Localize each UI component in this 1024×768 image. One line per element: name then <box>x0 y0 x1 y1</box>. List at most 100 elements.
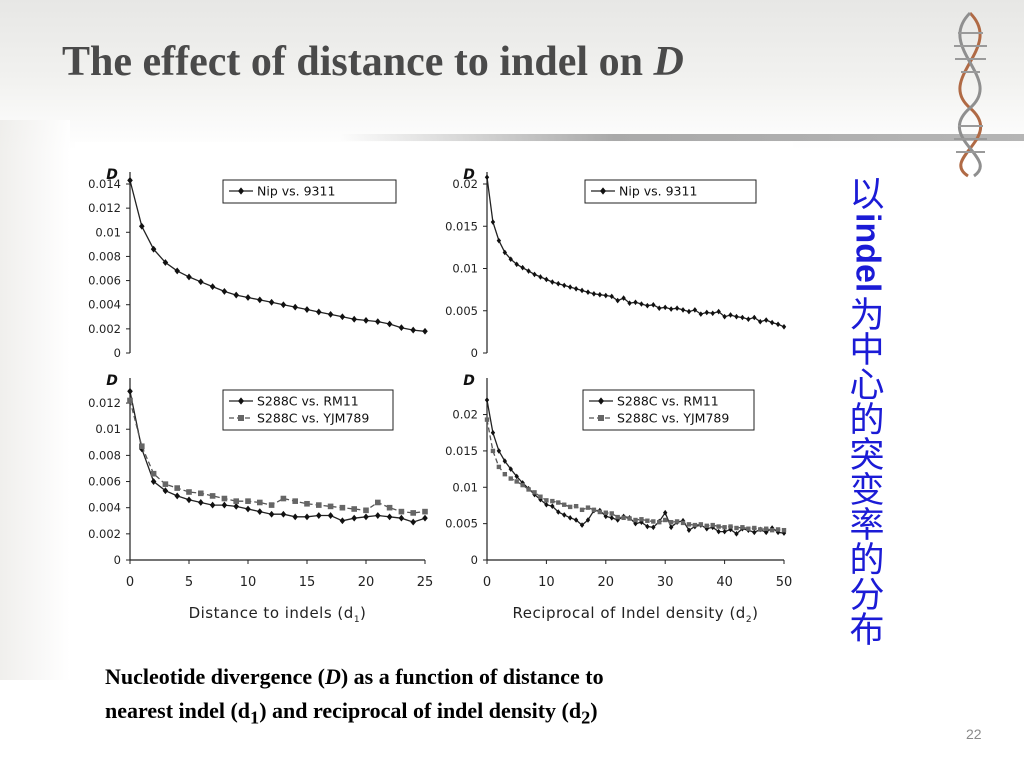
slide-header-background <box>0 0 1024 150</box>
data-point-diamond <box>245 294 251 301</box>
data-point-diamond <box>386 320 393 328</box>
caption-variable: D <box>324 664 341 689</box>
data-point-diamond <box>639 519 644 525</box>
y-tick-label: 0.006 <box>88 475 121 489</box>
data-point-square <box>734 525 739 531</box>
data-point-diamond <box>484 174 490 181</box>
side-annotation-part1: 以 <box>849 175 885 215</box>
data-point-diamond <box>398 324 405 332</box>
data-point-diamond <box>375 318 381 326</box>
legend-marker-diamond <box>238 397 244 405</box>
data-point-diamond <box>603 292 608 299</box>
y-tick-label: 0 <box>471 346 478 360</box>
data-point-diamond <box>680 307 686 313</box>
caption-part: ) <box>590 698 598 723</box>
x-axis-label: Distance to indels (d1) <box>189 604 367 625</box>
data-point-diamond <box>198 499 204 506</box>
data-point-diamond <box>268 298 275 306</box>
data-point-diamond <box>698 311 704 317</box>
data-point-diamond <box>150 478 157 485</box>
data-point-diamond <box>221 501 228 509</box>
data-point-diamond <box>567 284 573 290</box>
data-point-square <box>351 506 357 512</box>
data-point-diamond <box>615 517 620 523</box>
data-point-diamond <box>339 517 346 525</box>
y-tick-label: 0.008 <box>88 448 121 462</box>
data-point-square <box>573 503 579 509</box>
x-tick-label: 20 <box>598 575 615 590</box>
data-point-square <box>645 518 650 523</box>
data-point-diamond <box>633 299 638 306</box>
data-point-square <box>763 526 769 531</box>
data-point-square <box>651 519 656 524</box>
data-point-square <box>257 499 263 506</box>
data-point-diamond <box>746 316 751 322</box>
y-tick-label: 0.012 <box>88 396 121 410</box>
data-point-diamond <box>550 279 555 285</box>
legend-box <box>582 389 755 431</box>
legend-label: Nip vs. 9311 <box>257 184 335 199</box>
data-point-diamond <box>490 219 496 225</box>
data-point-square <box>591 507 597 513</box>
slide-left-background <box>0 120 70 680</box>
data-point-diamond <box>668 524 674 531</box>
data-point-square <box>174 485 180 491</box>
data-point-diamond <box>257 296 263 304</box>
data-point-square <box>520 482 525 488</box>
data-point-square <box>150 470 157 477</box>
legend-marker-diamond <box>598 397 604 405</box>
data-point-square <box>316 502 322 508</box>
y-tick-label: 0.01 <box>95 422 121 436</box>
data-point-square <box>639 517 644 522</box>
data-point-diamond <box>657 305 662 312</box>
data-point-diamond <box>591 291 597 297</box>
title-divider <box>340 134 1024 141</box>
x-tick-label: 10 <box>240 575 257 590</box>
data-point-diamond <box>280 301 287 309</box>
data-point-diamond <box>351 315 357 323</box>
data-point-diamond <box>268 510 275 518</box>
data-point-diamond <box>597 291 603 298</box>
data-point-diamond <box>363 317 369 324</box>
data-point-diamond <box>579 287 585 294</box>
y-tick-label: 0.014 <box>88 177 121 191</box>
data-point-square <box>484 417 490 422</box>
data-point-square <box>686 522 692 527</box>
y-axis-label: D <box>106 373 118 389</box>
data-point-diamond <box>351 514 357 522</box>
data-point-diamond <box>722 313 727 320</box>
data-point-square <box>567 504 573 510</box>
caption-subscript: 2 <box>581 707 591 728</box>
y-tick-label: 0.012 <box>88 201 121 215</box>
data-point-diamond <box>763 317 769 323</box>
caption-part: ) as a function of distance to <box>340 664 604 689</box>
data-point-square <box>233 498 239 504</box>
data-point-square <box>668 519 674 525</box>
data-point-square <box>609 511 614 516</box>
data-point-diamond <box>775 529 781 536</box>
data-point-square <box>398 508 405 515</box>
data-point-diamond <box>150 245 157 253</box>
data-point-diamond <box>686 308 692 315</box>
data-point-square <box>221 495 228 502</box>
data-point-diamond <box>292 303 298 311</box>
caption-subscript: 1 <box>250 707 260 728</box>
data-point-diamond <box>734 313 739 320</box>
y-tick-label: 0 <box>114 553 121 567</box>
data-point-diamond <box>562 512 567 518</box>
data-point-square <box>758 527 763 532</box>
data-point-diamond <box>508 256 513 263</box>
data-point-diamond <box>651 524 656 531</box>
data-point-diamond <box>645 302 650 309</box>
data-point-diamond <box>209 501 216 509</box>
data-point-diamond <box>544 276 549 283</box>
data-point-diamond <box>162 487 169 495</box>
data-point-square <box>752 525 757 531</box>
y-tick-label: 0.005 <box>445 517 478 531</box>
data-point-diamond <box>292 513 298 521</box>
data-point-diamond <box>520 264 525 271</box>
data-point-diamond <box>775 321 781 328</box>
data-point-square <box>209 493 216 499</box>
data-point-diamond <box>496 448 502 454</box>
data-point-diamond <box>722 528 727 535</box>
